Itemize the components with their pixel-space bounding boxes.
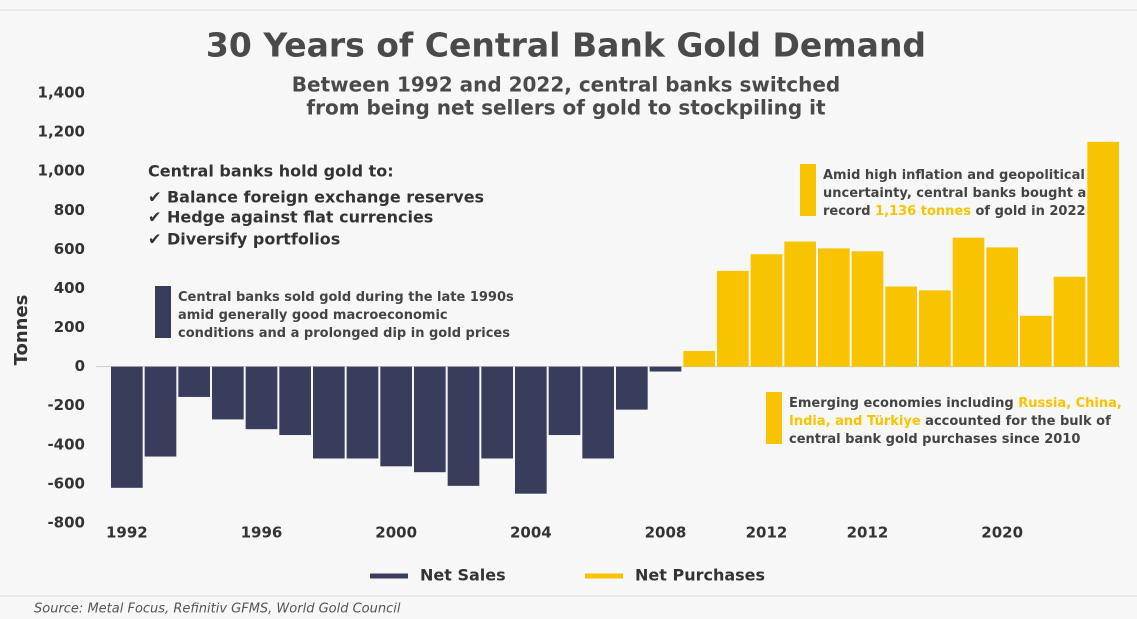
annotation-text: India, and Türkiye accounted for the bul… <box>789 414 1111 429</box>
bar <box>380 366 412 467</box>
bar <box>750 254 783 367</box>
bar <box>582 366 614 459</box>
y-axis-label: Tonnes <box>11 295 32 366</box>
bar <box>313 366 345 459</box>
annotation-segment: Central banks sold gold during the late … <box>178 290 514 305</box>
bar <box>515 366 547 494</box>
bar <box>178 366 210 397</box>
x-tick-label: 2004 <box>510 524 552 542</box>
bar <box>851 251 884 367</box>
bar <box>1053 276 1086 367</box>
reason: ✔ Hedge against flat currencies <box>148 208 433 227</box>
source: Source: Metal Focus, Refinitiv GFMS, Wor… <box>34 602 401 617</box>
bar <box>144 366 177 457</box>
bar <box>346 366 379 459</box>
reason: ✔ Diversify portfolios <box>148 230 340 249</box>
annotation-segment: uncertainty, central banks bought a <box>823 186 1086 201</box>
subtitle: from being net sellers of gold to stockp… <box>306 96 826 120</box>
bar <box>717 270 749 367</box>
y-tick-label: 1,200 <box>38 123 85 141</box>
annotation-text: Amid high inflation and geopolitical <box>823 168 1085 183</box>
bar <box>414 366 446 473</box>
annotation-segment: central bank gold purchases since 2010 <box>789 432 1080 447</box>
bar <box>548 366 581 436</box>
x-tick-label: 2012 <box>847 524 889 542</box>
annotation-text: uncertainty, central banks bought a <box>823 186 1086 201</box>
annotation-segment: amid generally good macroeconomic <box>178 308 448 323</box>
x-tick-label: 2008 <box>645 524 687 542</box>
annotation-segment: India, and Türkiye <box>789 414 921 429</box>
y-tick-label: 800 <box>54 201 85 219</box>
bar <box>616 366 648 410</box>
annotation-text: Emerging economies including Russia, Chi… <box>789 396 1122 411</box>
annotation-bar <box>766 392 782 444</box>
y-tick-label: 200 <box>54 318 85 336</box>
x-tick-label: 1996 <box>241 524 283 542</box>
annotation-segment: conditions and a prolonged dip in gold p… <box>178 326 510 341</box>
annotation-segment: accounted for the bulk of <box>921 414 1111 429</box>
annotation-text: Central banks sold gold during the late … <box>178 290 514 305</box>
bar <box>1087 141 1119 367</box>
bar <box>111 366 143 488</box>
annotation-text: record 1,136 tonnes of gold in 2022 <box>823 204 1086 219</box>
annotation-segment: Emerging economies including <box>789 396 1018 411</box>
bar <box>919 290 951 367</box>
bar <box>481 366 513 459</box>
annotation-text: central bank gold purchases since 2010 <box>789 432 1080 447</box>
bar <box>279 366 311 436</box>
x-tick-label: 2020 <box>981 524 1023 542</box>
bar <box>952 237 985 367</box>
reasons-heading: Central banks hold gold to: <box>148 162 394 181</box>
annotation-bar <box>800 164 816 216</box>
bar <box>683 351 715 367</box>
x-tick-label: 2012 <box>746 524 788 542</box>
bar <box>447 366 480 486</box>
annotation-text: conditions and a prolonged dip in gold p… <box>178 326 510 341</box>
bar <box>986 247 1018 367</box>
y-tick-label: -600 <box>47 474 85 492</box>
annotation-segment: of gold in 2022 <box>971 204 1086 219</box>
y-tick-label: 600 <box>54 240 85 258</box>
legend-label: Net Purchases <box>635 566 765 585</box>
x-tick-label: 2000 <box>375 524 417 542</box>
y-tick-label: -200 <box>47 396 85 414</box>
annotation-segment: Russia, China, <box>1018 396 1122 411</box>
chart-title: 30 Years of Central Bank Gold Demand <box>206 26 926 65</box>
y-tick-label: 1,400 <box>38 84 85 102</box>
legend-label: Net Sales <box>420 566 506 585</box>
reason: ✔ Balance foreign exchange reserves <box>148 188 484 207</box>
y-tick-label: -800 <box>47 514 85 532</box>
bar <box>885 286 917 367</box>
bar <box>818 248 850 367</box>
annotation-segment: 1,136 tonnes <box>875 204 971 219</box>
bar <box>784 241 816 367</box>
subtitle: Between 1992 and 2022, central banks swi… <box>292 73 840 97</box>
annotation-segment: Amid high inflation and geopolitical <box>823 168 1085 183</box>
y-tick-label: 400 <box>54 279 85 297</box>
annotation-text: amid generally good macroeconomic <box>178 308 448 323</box>
annotation-segment: record <box>823 204 875 219</box>
bar <box>245 366 278 430</box>
y-tick-label: -400 <box>47 435 85 453</box>
x-tick-label: 1992 <box>106 524 148 542</box>
annotation-bar <box>155 286 171 338</box>
y-tick-label: 0 <box>75 357 85 375</box>
y-tick-label: 1,000 <box>38 162 85 180</box>
bar <box>649 366 682 372</box>
bar <box>1020 315 1052 367</box>
bar <box>212 366 244 420</box>
